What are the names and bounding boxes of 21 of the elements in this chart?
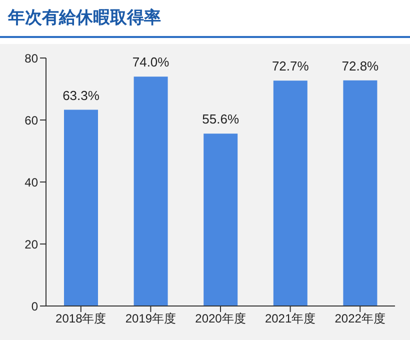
- y-tick-label: 40: [24, 175, 38, 190]
- x-tick-label: 2021年度: [264, 312, 316, 326]
- y-tick-label: 20: [24, 237, 38, 252]
- bar: [134, 76, 168, 306]
- x-tick-label: 2020年度: [195, 312, 246, 326]
- data-label: 74.0%: [132, 54, 170, 70]
- data-label: 63.3%: [62, 88, 100, 103]
- chart-title: 年次有給休暇取得率: [8, 7, 161, 29]
- data-label: 72.7%: [272, 58, 310, 74]
- x-tick-label: 2019年度: [125, 312, 176, 326]
- bar: [204, 134, 238, 306]
- bar: [273, 80, 308, 306]
- bar: [64, 110, 98, 306]
- x-tick-label: 2022年度: [334, 312, 386, 326]
- data-label: 72.8%: [342, 58, 380, 74]
- y-tick-label: 60: [24, 113, 38, 128]
- y-tick-label: 80: [24, 51, 38, 66]
- bar: [343, 80, 378, 306]
- y-tick-label: 0: [31, 299, 38, 314]
- data-label: 55.6%: [202, 112, 240, 127]
- x-tick-label: 2018年度: [56, 312, 106, 326]
